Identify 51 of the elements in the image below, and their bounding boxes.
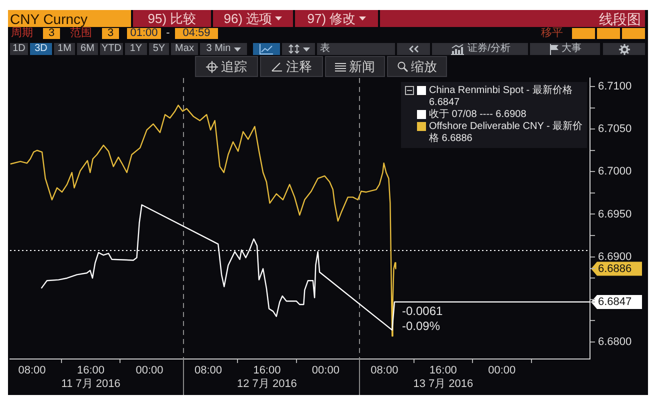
y-tick-label: 6.7050 (598, 123, 632, 136)
tab: 95) 比较 (133, 10, 211, 27)
text: 周期 (11, 27, 33, 39)
x-tick-label: 00:00 (488, 364, 516, 377)
x-tick-label: 08:00 (370, 364, 398, 377)
y-tick-label: 6.6800 (598, 336, 632, 348)
x-tick-label: 00:00 (136, 364, 164, 377)
y-tick-label: 6.6950 (598, 208, 632, 220)
x-tick-label: 16:00 12 7月 2016 (236, 364, 297, 390)
button: 5Y (149, 43, 169, 55)
annotation: -0.09% (402, 318, 440, 332)
input-field: 3 (102, 28, 119, 39)
button: 证券/分析 (432, 43, 528, 55)
input-field: 04:59 (175, 28, 218, 39)
input-field: CNY Curncy (8, 10, 131, 27)
input-field: 01:00 (127, 28, 161, 39)
x-tick-label: 00:00 (312, 364, 340, 377)
x-tick-label: 08:00 (194, 364, 222, 377)
y-tick-label: 6.7100 (598, 80, 632, 93)
legend-label: 收于 07/08 ---- 6.6908 (429, 109, 528, 121)
input-field: 3 (43, 28, 60, 39)
text: 移平 (541, 27, 563, 39)
button: 注释 (260, 56, 323, 77)
x-tick-label: 16:00 13 7月 2016 (413, 364, 474, 390)
button: 追踪 (195, 56, 258, 77)
text: - (166, 27, 170, 39)
button: Max (171, 43, 198, 55)
legend-label: Offshore Deliverable CNY - 最新价格 6.6886 (429, 121, 583, 145)
y-tick-label: 6.6886 (598, 262, 632, 275)
y-tick-label: 6.7000 (598, 166, 632, 178)
y-tick-label: 6.6847 (598, 296, 632, 308)
x-tick-label: 08:00 (18, 364, 46, 377)
button: 表 (317, 43, 395, 55)
annotation: -0.0061 (402, 304, 443, 318)
legend-label: China Renminbi Spot - 最新价格 6.6847 (429, 85, 574, 109)
y-tick-label: 6.6900 (598, 250, 632, 263)
text: 范围 (70, 27, 92, 39)
tab: 96) 选项 (213, 10, 293, 27)
button: 6M (77, 43, 98, 55)
button: 新闻 (325, 56, 385, 77)
button: 缩放 (387, 56, 447, 77)
header-bar: 线段图 (380, 10, 645, 27)
button: 1M (54, 43, 75, 55)
button: 1D (10, 43, 28, 55)
button: 3D (30, 43, 52, 55)
x-tick-label: 16:00 11 7月 2016 (61, 364, 120, 390)
button: 3 Min (200, 43, 247, 55)
tab: 97) 修改 (295, 10, 378, 27)
button: YTD (100, 43, 123, 55)
button: 大事 (530, 43, 600, 55)
button: 1Y (125, 43, 147, 55)
